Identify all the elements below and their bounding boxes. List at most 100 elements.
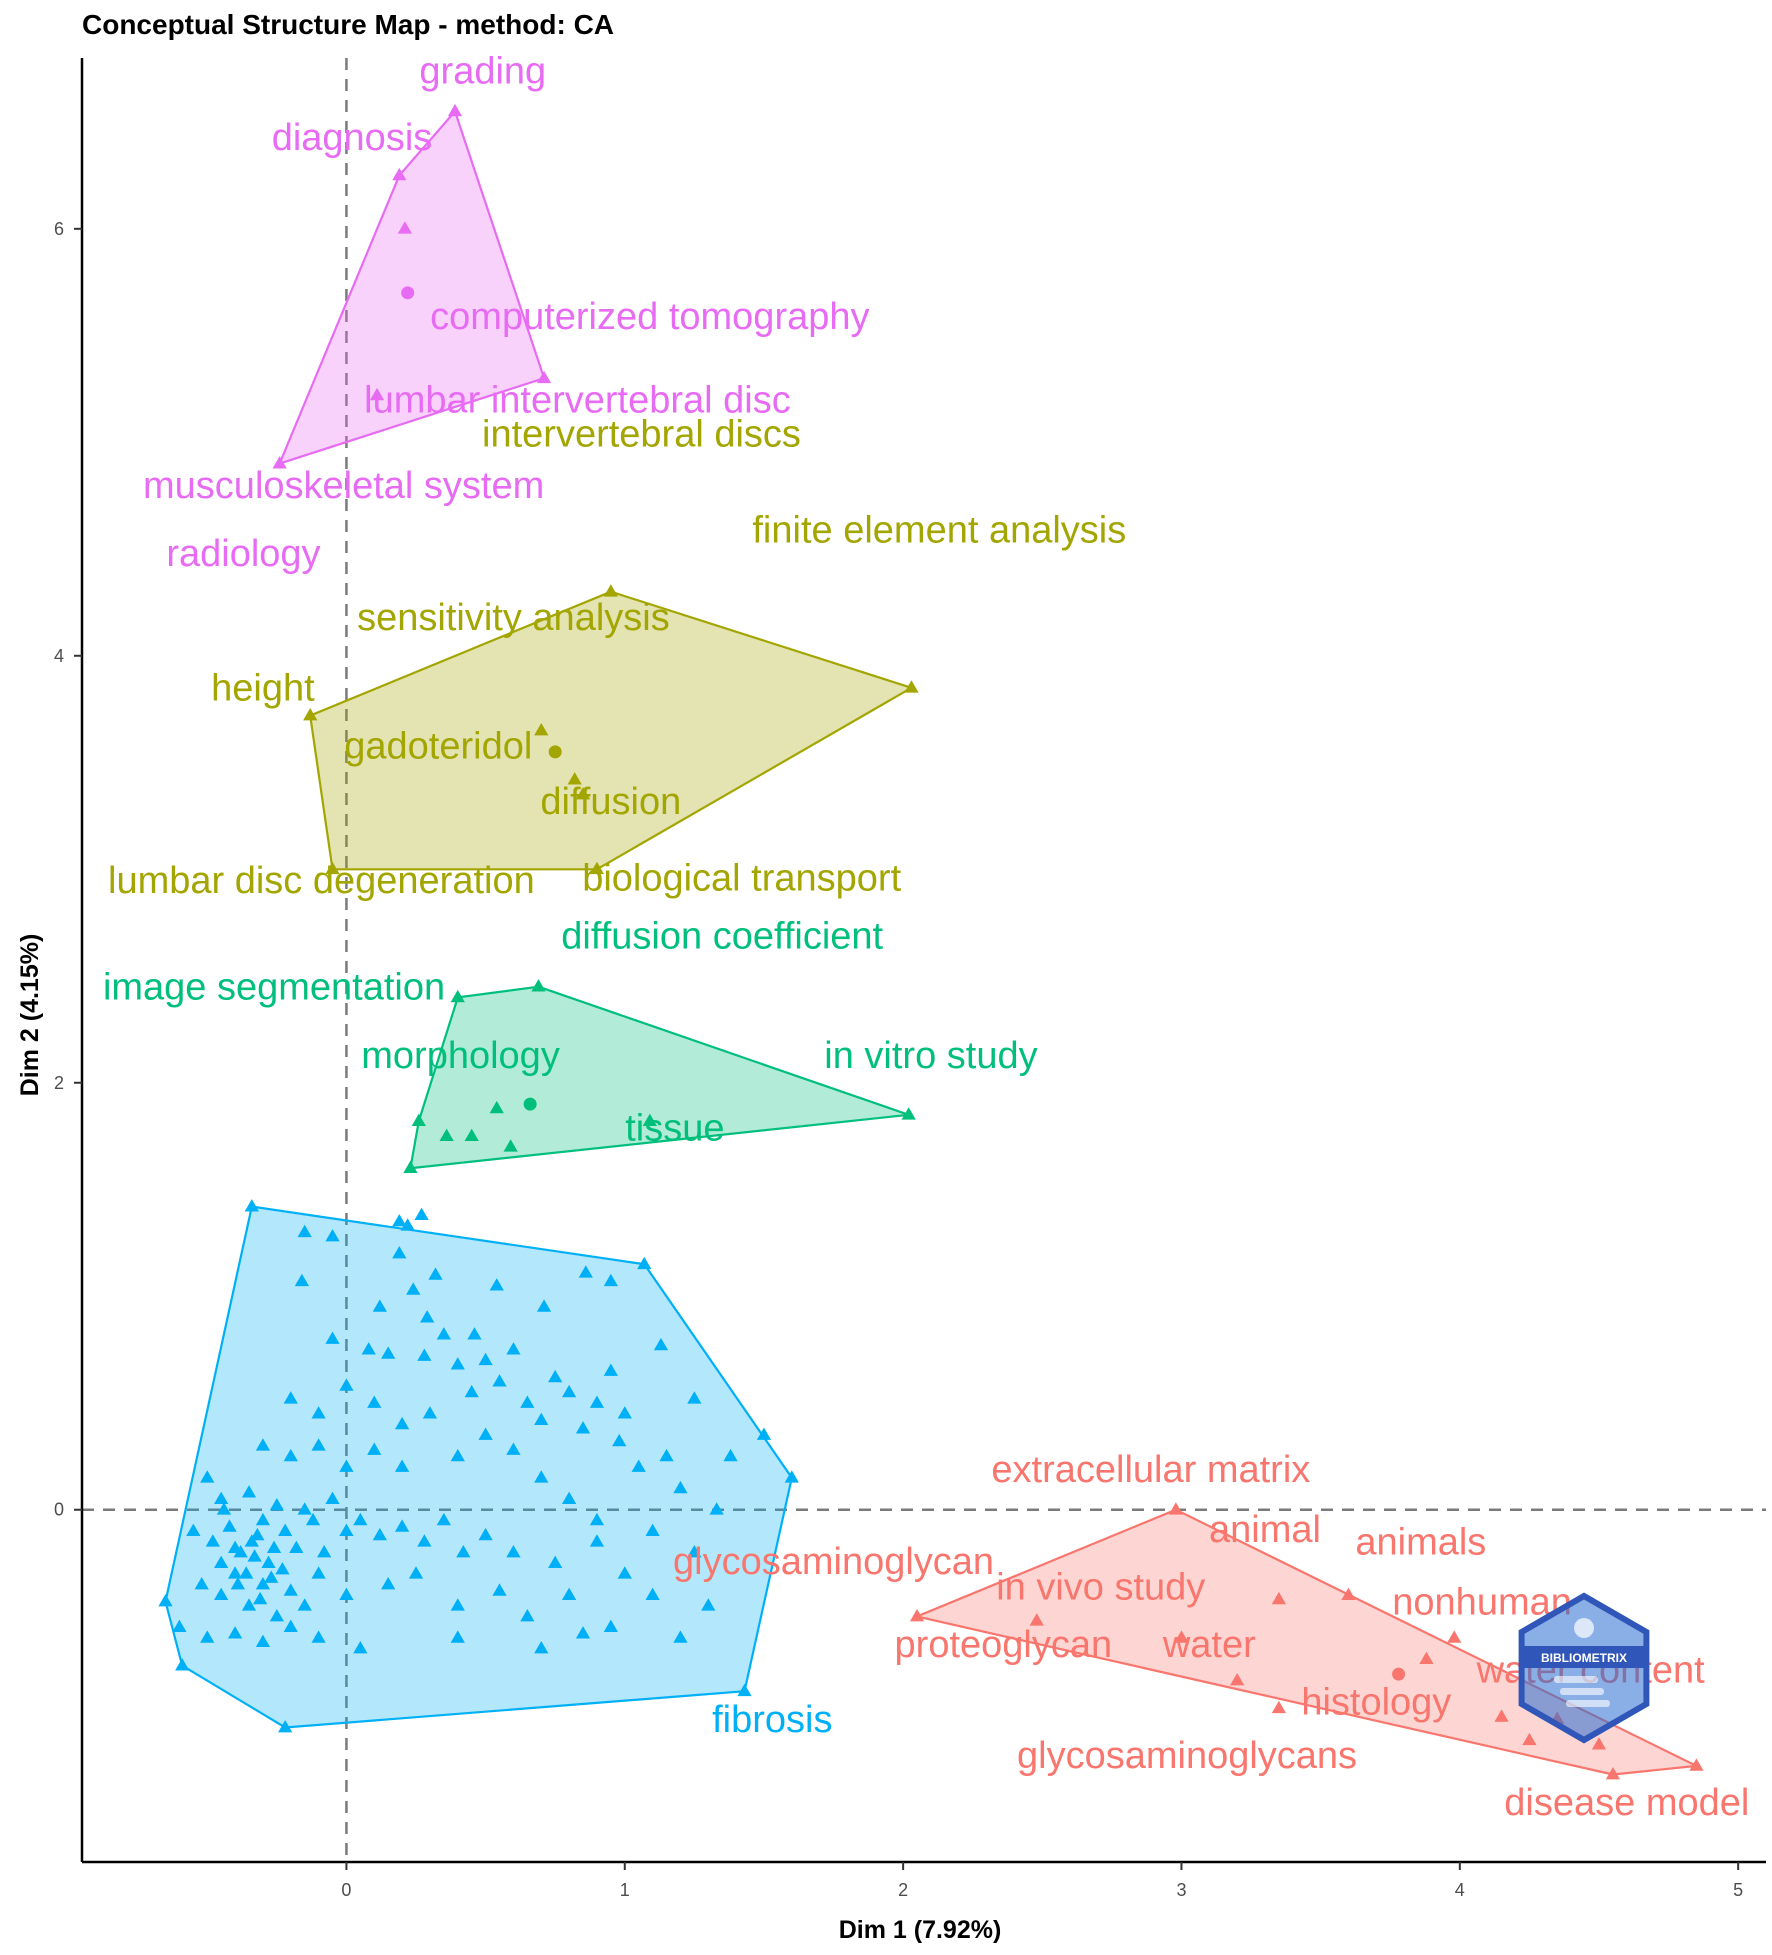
cluster-4-point: [339, 1459, 354, 1472]
cluster-4-point: [239, 1566, 254, 1579]
cluster-4-point: [492, 1374, 507, 1387]
term-label: histology: [1301, 1682, 1451, 1724]
cluster-4-point: [400, 1218, 415, 1231]
cluster-4-point: [339, 1587, 354, 1601]
cluster-4-point: [436, 1327, 451, 1340]
axes: 0 1 2 3 4 5 0 2 4 6: [54, 58, 1766, 1900]
logo-dot: [1574, 1618, 1594, 1638]
cluster-4-point: [172, 1619, 187, 1633]
cluster-4-point: [230, 1576, 245, 1590]
x-tick-label: 5: [1733, 1880, 1743, 1900]
term-label: tissue: [625, 1107, 724, 1149]
cluster-4-point: [603, 1619, 618, 1633]
cluster-4-point: [227, 1540, 243, 1554]
term-label: diffusion coefficient: [561, 915, 883, 957]
term-label: intervertebral discs: [482, 414, 801, 456]
cluster-4-point: [467, 1327, 482, 1340]
cluster-4-point: [394, 1416, 410, 1430]
cluster-4-point: [589, 1395, 605, 1408]
cluster-4-point: [241, 1598, 257, 1611]
term-label: radiology: [166, 533, 320, 575]
cluster-4-point: [506, 1544, 521, 1558]
cluster-4-point: [687, 1544, 702, 1558]
term-label: lumbar disc degeneration: [108, 860, 535, 902]
cluster-4-point: [214, 1555, 229, 1568]
cluster-1-point: [397, 221, 413, 234]
cluster-3-point: [403, 1160, 418, 1174]
cluster-2-point: [589, 861, 605, 875]
cluster-centroids: [401, 286, 1406, 1681]
cluster-2-point: [325, 861, 340, 875]
cluster-4-point: [506, 1442, 521, 1455]
reference-lines: [82, 58, 1766, 1862]
term-label: sensitivity analysis: [357, 597, 670, 639]
cluster-4-point: [255, 1512, 271, 1526]
term-label: extracellular matrix: [991, 1449, 1310, 1491]
cluster-4-point: [214, 1491, 229, 1504]
cluster-2-point: [603, 584, 618, 597]
cluster-4-point: [603, 1273, 618, 1287]
y-tick-label: 4: [54, 646, 64, 666]
cluster-4-point: [450, 1598, 465, 1611]
cluster-4-point: [247, 1549, 262, 1562]
cluster-4-point: [575, 1626, 591, 1639]
cluster-5-point: [1522, 1732, 1537, 1746]
cluster-4-point: [756, 1427, 772, 1440]
cluster-4-point: [214, 1587, 229, 1601]
cluster-4-point: [673, 1630, 688, 1643]
cluster-3-point: [503, 1139, 518, 1152]
cluster-4-point: [261, 1555, 276, 1568]
cluster-2-point: [567, 772, 582, 785]
cluster-1-centroid: [401, 286, 415, 300]
cluster-4-point: [723, 1448, 738, 1462]
cluster-4-point: [417, 1534, 432, 1547]
cluster-4-point: [450, 1630, 465, 1643]
cluster-4-point: [250, 1527, 265, 1541]
cluster-4-hull: [164, 1205, 793, 1729]
cluster-1-point: [369, 387, 385, 401]
cluster-4-point: [561, 1384, 577, 1398]
cluster-5-point: [1029, 1613, 1044, 1626]
cluster-4-point: [408, 1566, 424, 1579]
cluster-3-point: [901, 1107, 916, 1120]
cluster-4-point: [297, 1224, 312, 1238]
cluster-4-point: [456, 1544, 471, 1558]
cluster-4-point: [631, 1459, 646, 1472]
logo-stripe: [1560, 1688, 1604, 1695]
cluster-4-point: [297, 1502, 312, 1515]
term-label: finite element analysis: [752, 510, 1126, 552]
cluster-4-point: [244, 1199, 259, 1212]
term-label: biological transport: [582, 858, 901, 900]
cluster-2-point: [904, 680, 919, 693]
cluster-hulls: [164, 109, 1701, 1776]
cluster-4-point: [709, 1502, 724, 1515]
cluster-4-point: [283, 1583, 298, 1596]
cluster-4-point: [275, 1562, 290, 1575]
cluster-4-point: [325, 1491, 340, 1504]
term-label: glycosaminoglycans: [1017, 1735, 1357, 1777]
logo-banner: [1522, 1646, 1646, 1668]
cluster-4-point: [278, 1523, 293, 1536]
cluster-3-point: [464, 1128, 479, 1142]
cluster-4-point: [297, 1598, 312, 1611]
cluster-4-point: [450, 1357, 465, 1370]
cluster-4-point: [478, 1352, 493, 1366]
cluster-4-point: [266, 1540, 282, 1554]
y-tick-label: 0: [54, 1500, 64, 1520]
term-label: water: [1162, 1624, 1256, 1666]
cluster-4-point: [200, 1470, 215, 1483]
cluster-4-point: [464, 1384, 479, 1398]
term-label: musculoskeletal system: [143, 465, 544, 507]
cluster-3-point: [489, 1100, 504, 1114]
cluster-4-point: [311, 1566, 326, 1579]
cluster-2-hull: [308, 590, 915, 871]
term-labels: grading diagnosis computerized tomography l…: [103, 51, 1749, 1824]
cluster-5-point: [1168, 1502, 1184, 1515]
cluster-5-point: [1494, 1709, 1509, 1722]
cluster-4-point: [255, 1438, 271, 1451]
cluster-4-point: [603, 1363, 618, 1376]
cluster-4-point: [269, 1497, 284, 1511]
cluster-4-point: [227, 1566, 243, 1579]
cluster-4-point: [478, 1527, 493, 1541]
